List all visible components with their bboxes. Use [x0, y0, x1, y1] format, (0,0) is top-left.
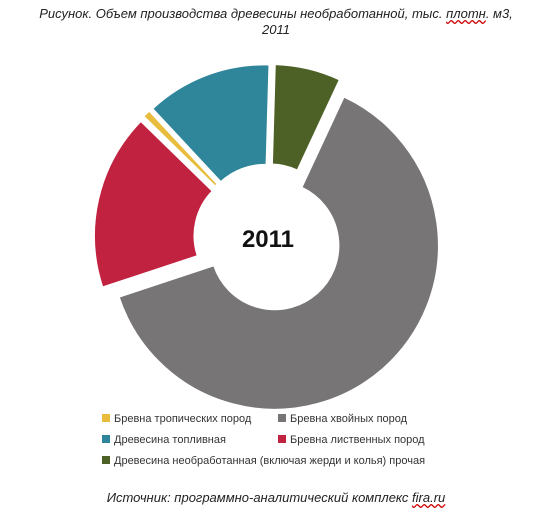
legend-item-3: Древесина топливная — [102, 434, 226, 447]
legend-label: Бревна тропических пород — [114, 413, 252, 425]
legend-swatch — [278, 435, 286, 443]
source-note: Источник: программно-аналитический компл… — [0, 490, 552, 505]
donut-slice-3 — [142, 109, 219, 188]
donut-slice-1 — [117, 95, 440, 410]
legend-item-5: Древесина необработанная (включая жерди … — [102, 455, 425, 468]
source-link[interactable]: fira.ru — [412, 490, 446, 505]
chart-title-line2: 2011 — [262, 22, 290, 37]
legend-swatch — [102, 456, 110, 464]
legend-label: Бревна лиственных пород — [290, 434, 425, 446]
source-prefix: Источник: программно-аналитический компл… — [106, 490, 413, 505]
chart-title-part1: Рисунок. Объем производства древесины не… — [39, 6, 447, 21]
legend-label: Бревна хвойных пород — [290, 413, 408, 425]
chart-title-part2: . м3, — [485, 6, 513, 21]
legend-item-2: Бревна хвойных пород — [278, 413, 407, 426]
legend-item-1: Бревна тропических пород — [102, 413, 251, 426]
legend-swatch — [278, 414, 286, 422]
legend-swatch — [102, 414, 110, 422]
donut-slice-4 — [151, 63, 270, 183]
legend-swatch — [102, 435, 110, 443]
donut-slice-5 — [271, 63, 341, 172]
legend-item-4: Бревна лиственных пород — [278, 434, 425, 447]
legend-label: Древесина необработанная (включая жерди … — [114, 455, 426, 467]
center-label: 2011 — [242, 226, 294, 253]
donut-chart: 2011 — [93, 63, 440, 410]
chart-title: Рисунок. Объем производства древесины не… — [0, 6, 552, 38]
legend-label: Древесина топливная — [114, 434, 226, 446]
chart-title-misspelled: плотн — [446, 6, 486, 21]
donut-slice-2 — [93, 120, 214, 289]
